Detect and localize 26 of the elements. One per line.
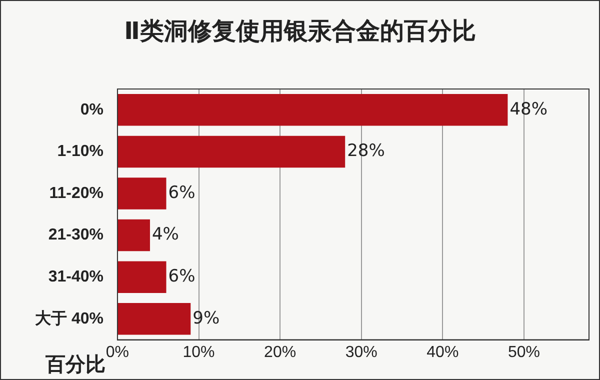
data-label: 48% <box>510 99 548 120</box>
y-tick-label: 21-30% <box>48 226 104 244</box>
y-tick-label: 0% <box>80 101 104 118</box>
bar <box>118 303 191 335</box>
x-tick-label: 0% <box>106 344 130 361</box>
bar <box>118 219 150 252</box>
x-tick-label: 40% <box>426 344 459 361</box>
y-tick-label: 31-40% <box>48 268 104 286</box>
bar <box>118 136 346 168</box>
chart-title: Ⅱ类洞修复使用银汞合金的百分比 <box>123 16 477 47</box>
data-label: 4% <box>152 224 179 245</box>
bar <box>118 178 166 210</box>
x-tick-label: 50% <box>508 344 540 361</box>
x-axis-title: 百分比 <box>44 352 106 376</box>
y-tick-label: 大于 40% <box>35 309 104 328</box>
bar <box>118 261 166 293</box>
data-label: 6% <box>168 182 196 203</box>
data-label: 28% <box>347 141 385 162</box>
data-label: 6% <box>168 266 196 287</box>
x-tick-label: 10% <box>182 344 215 361</box>
bar <box>118 94 508 126</box>
x-tick-label: 30% <box>345 344 378 361</box>
y-tick-label: 1-10% <box>57 143 104 160</box>
x-tick-label: 20% <box>264 344 296 361</box>
data-label: 9% <box>192 308 220 328</box>
y-tick-label: 11-20% <box>49 184 104 202</box>
